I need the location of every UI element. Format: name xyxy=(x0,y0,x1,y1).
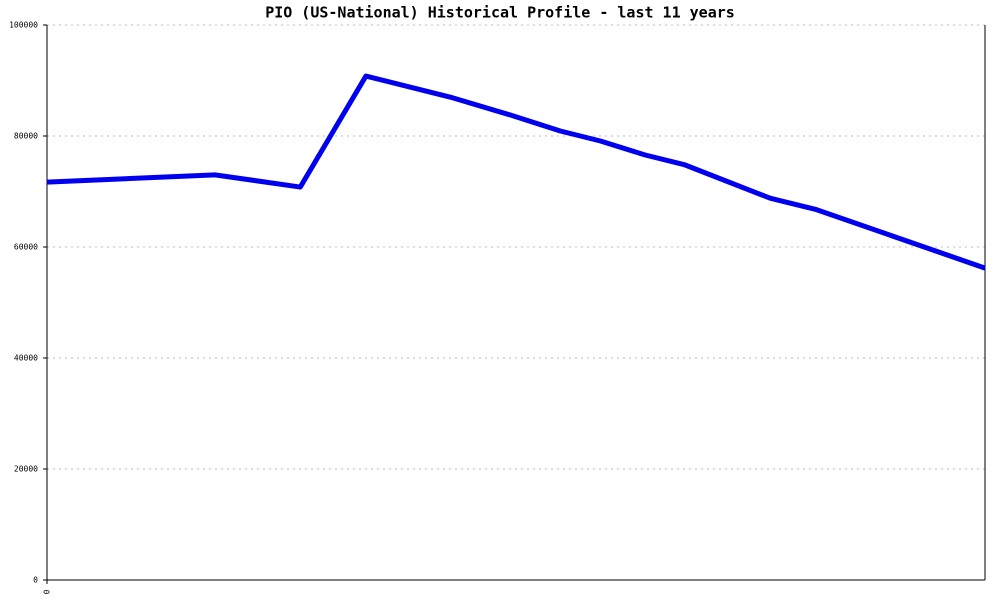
data-line xyxy=(46,73,986,271)
y-tick-label: 40000 xyxy=(14,354,38,363)
y-tick-label: 20000 xyxy=(14,465,38,474)
chart-title: PIO (US-National) Historical Profile - l… xyxy=(265,4,735,22)
y-tick-label: 60000 xyxy=(14,243,38,252)
y-tick-label: 100000 xyxy=(9,21,38,30)
y-tick-label: 80000 xyxy=(14,132,38,141)
x-tick-label: 0 xyxy=(43,589,52,594)
y-tick-label: 0 xyxy=(33,576,38,585)
